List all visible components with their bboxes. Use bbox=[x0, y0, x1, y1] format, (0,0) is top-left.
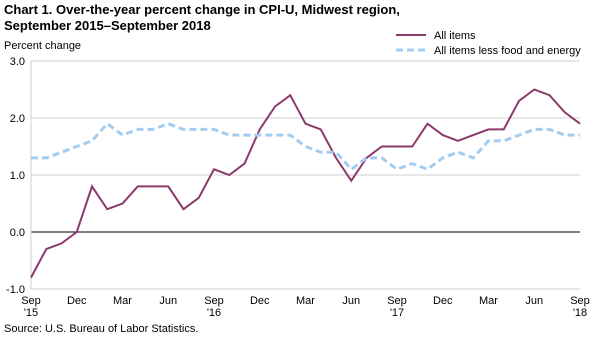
x-tick-label: Dec bbox=[67, 295, 87, 307]
x-tick-label: Mar bbox=[296, 295, 315, 307]
y-tick-label: 1.0 bbox=[10, 170, 25, 182]
x-tick-label: Sep '18 bbox=[570, 295, 590, 319]
y-tick-label: 3.0 bbox=[10, 56, 25, 68]
x-tick-label: Jun bbox=[342, 295, 360, 307]
legend-label: All items less food and energy bbox=[434, 45, 581, 57]
x-tick-label: Sep '16 bbox=[204, 295, 224, 319]
x-tick-label: Mar bbox=[479, 295, 498, 307]
x-tick-label: Dec bbox=[433, 295, 453, 307]
y-tick-label: -1.0 bbox=[6, 284, 25, 296]
data-line bbox=[31, 121, 580, 172]
x-tick-label: Mar bbox=[113, 295, 132, 307]
x-tick-label: Sep '15 bbox=[21, 295, 41, 319]
y-tick-label: 2.0 bbox=[10, 113, 25, 125]
x-tick-label: Sep '17 bbox=[387, 295, 407, 319]
legend-label: All items bbox=[434, 30, 476, 42]
y-axis-label: Percent change bbox=[4, 40, 81, 52]
data-line bbox=[30, 88, 581, 279]
chart-title: September 2015–September 2018 bbox=[4, 18, 211, 33]
x-tick-label: Jun bbox=[159, 295, 177, 307]
x-tick-label: Jun bbox=[525, 295, 543, 307]
x-tick-label: Dec bbox=[250, 295, 270, 307]
chart-title: Chart 1. Over-the-year percent change in… bbox=[4, 2, 400, 17]
y-tick-label: 0.0 bbox=[10, 227, 25, 239]
source: Source: U.S. Bureau of Labor Statistics. bbox=[4, 323, 198, 335]
